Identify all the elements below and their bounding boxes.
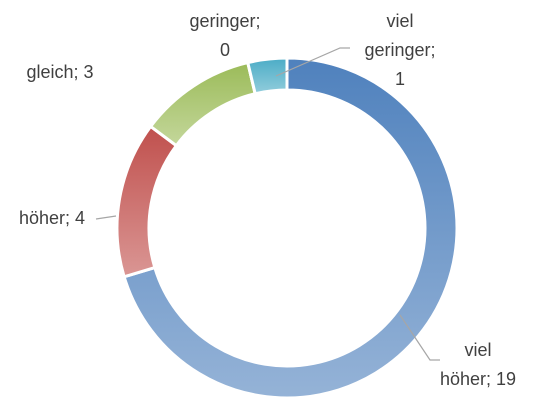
data-label: geringer; xyxy=(364,40,435,60)
slice xyxy=(122,56,459,400)
slice xyxy=(245,56,289,96)
leader-line xyxy=(95,215,117,220)
data-label: viel xyxy=(386,11,413,31)
data-label: viel xyxy=(464,340,491,360)
leader-line xyxy=(399,314,440,361)
data-label: höher; 19 xyxy=(440,369,516,389)
data-label: 1 xyxy=(395,69,405,89)
data-label: geringer; xyxy=(189,11,260,31)
leader-line xyxy=(275,47,350,77)
data-label: gleich; 3 xyxy=(26,62,93,82)
slice xyxy=(115,124,179,279)
slice xyxy=(148,60,257,148)
data-label: höher; 4 xyxy=(19,208,85,228)
data-label: 0 xyxy=(220,40,230,60)
